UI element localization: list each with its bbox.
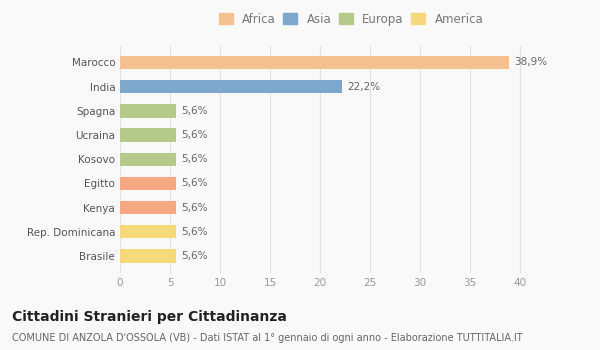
Bar (120, 249, 176, 262)
Text: 22,2%: 22,2% (347, 82, 380, 92)
Text: 5,6%: 5,6% (181, 106, 208, 116)
Bar (120, 201, 176, 214)
Bar (120, 104, 176, 118)
Text: Cittadini Stranieri per Cittadinanza: Cittadini Stranieri per Cittadinanza (12, 310, 287, 324)
Text: 5,6%: 5,6% (181, 251, 208, 261)
Text: 5,6%: 5,6% (181, 178, 208, 188)
Text: 5,6%: 5,6% (181, 130, 208, 140)
Bar (120, 80, 342, 93)
Bar (120, 177, 176, 190)
Bar (120, 153, 176, 166)
Text: COMUNE DI ANZOLA D'OSSOLA (VB) - Dati ISTAT al 1° gennaio di ogni anno - Elabora: COMUNE DI ANZOLA D'OSSOLA (VB) - Dati IS… (12, 333, 523, 343)
Legend: Africa, Asia, Europa, America: Africa, Asia, Europa, America (217, 10, 485, 28)
Bar (120, 225, 176, 238)
Bar (120, 56, 509, 69)
Text: 5,6%: 5,6% (181, 154, 208, 164)
Text: 5,6%: 5,6% (181, 227, 208, 237)
Bar (120, 128, 176, 142)
Text: 5,6%: 5,6% (181, 203, 208, 213)
Text: 38,9%: 38,9% (514, 57, 547, 68)
